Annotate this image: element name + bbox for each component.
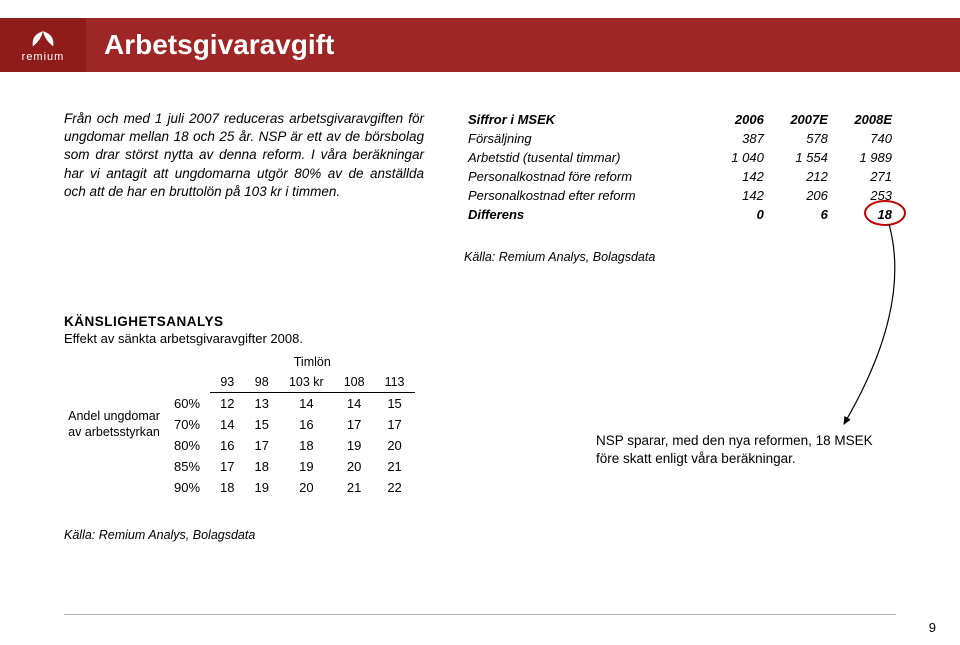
r0-c2: 740	[832, 129, 896, 148]
s10: 14	[210, 414, 244, 435]
table-row: Försäljning 387 578 740	[464, 129, 896, 148]
r0-c1: 578	[768, 129, 832, 148]
r0-c0: 387	[711, 129, 768, 148]
r2-c1: 212	[768, 167, 832, 186]
s43: 21	[334, 477, 375, 498]
r2-c2: 271	[832, 167, 896, 186]
ch-0: 93	[210, 372, 244, 393]
s40: 18	[210, 477, 244, 498]
s42: 20	[279, 477, 334, 498]
note-callout: NSP sparar, med den nya reformen, 18 MSE…	[596, 432, 896, 467]
s01: 13	[245, 393, 279, 415]
rh-3: 85%	[164, 456, 210, 477]
rh-1: 70%	[164, 414, 210, 435]
hdr-0: Siffror i MSEK	[464, 110, 711, 129]
r1-c1: 1 554	[768, 148, 832, 167]
col-super-header: Timlön	[210, 352, 414, 372]
r3-c1: 206	[768, 186, 832, 205]
s02: 14	[279, 393, 334, 415]
diff-c2: 18	[832, 205, 896, 224]
brand-logo: remium	[0, 18, 86, 72]
hdr-2: 2007E	[768, 110, 832, 129]
ch-4: 113	[375, 372, 415, 393]
s21: 17	[245, 435, 279, 456]
table-row: Personalkostnad före reform 142 212 271	[464, 167, 896, 186]
s03: 14	[334, 393, 375, 415]
diff-row: Differens 0 6 18	[464, 205, 896, 224]
s04: 15	[375, 393, 415, 415]
table-row: Arbetstid (tusental timmar) 1 040 1 554 …	[464, 148, 896, 167]
sens-row: 90% 18 19 20 21 22	[164, 477, 415, 498]
s41: 19	[245, 477, 279, 498]
sensitivity-title: KÄNSLIGHETSANALYS	[64, 314, 896, 329]
s20: 16	[210, 435, 244, 456]
col-super-header-row: Timlön	[164, 352, 415, 372]
r3-label: Personalkostnad efter reform	[464, 186, 711, 205]
diff-c1: 6	[768, 205, 832, 224]
s34: 21	[375, 456, 415, 477]
sensitivity-table: Timlön 93 98 103 kr 108 113 60% 12 13 14…	[164, 352, 415, 498]
rh-2: 80%	[164, 435, 210, 456]
s11: 15	[245, 414, 279, 435]
leaf-icon	[26, 27, 60, 49]
diff-c0: 0	[711, 205, 768, 224]
source-note-2: Källa: Remium Analys, Bolagsdata	[64, 528, 896, 542]
r3-c0: 142	[711, 186, 768, 205]
highlight-circle-icon	[864, 200, 906, 226]
ch-1: 98	[245, 372, 279, 393]
hdr-3: 2008E	[832, 110, 896, 129]
intro-paragraph: Från och med 1 juli 2007 reduceras arbet…	[64, 110, 424, 264]
s14: 17	[375, 414, 415, 435]
col-header-row: 93 98 103 kr 108 113	[164, 372, 415, 393]
table-header-row: Siffror i MSEK 2006 2007E 2008E	[464, 110, 896, 129]
table-row: Personalkostnad efter reform 142 206 253	[464, 186, 896, 205]
sens-row: 85% 17 18 19 20 21	[164, 456, 415, 477]
row-super-header: Andel ungdomar av arbetsstyrkan	[64, 352, 164, 441]
rh-0: 60%	[164, 393, 210, 415]
s44: 22	[375, 477, 415, 498]
rh-4: 90%	[164, 477, 210, 498]
sens-row: 70% 14 15 16 17 17	[164, 414, 415, 435]
ch-3: 108	[334, 372, 375, 393]
sens-row: 60% 12 13 14 14 15	[164, 393, 415, 415]
body: Från och med 1 juli 2007 reduceras arbet…	[64, 110, 896, 542]
s24: 20	[375, 435, 415, 456]
header-band: remium Arbetsgivaravgift	[0, 18, 960, 72]
s32: 19	[279, 456, 334, 477]
s13: 17	[334, 414, 375, 435]
page-number: 9	[929, 620, 936, 635]
s12: 16	[279, 414, 334, 435]
s31: 18	[245, 456, 279, 477]
s33: 20	[334, 456, 375, 477]
r2-c0: 142	[711, 167, 768, 186]
r0-label: Försäljning	[464, 129, 711, 148]
brand-name: remium	[22, 51, 65, 63]
r1-c0: 1 040	[711, 148, 768, 167]
page-title: Arbetsgivaravgift	[86, 18, 960, 72]
r2-label: Personalkostnad före reform	[464, 167, 711, 186]
footer-divider	[64, 614, 896, 615]
s23: 19	[334, 435, 375, 456]
hdr-1: 2006	[711, 110, 768, 129]
diff-label: Differens	[464, 205, 711, 224]
s00: 12	[210, 393, 244, 415]
r1-c2: 1 989	[832, 148, 896, 167]
financials-table: Siffror i MSEK 2006 2007E 2008E Försäljn…	[464, 110, 896, 224]
s30: 17	[210, 456, 244, 477]
sens-row: 80% 16 17 18 19 20	[164, 435, 415, 456]
main-table-wrap: Siffror i MSEK 2006 2007E 2008E Försäljn…	[464, 110, 896, 264]
s22: 18	[279, 435, 334, 456]
ch-2: 103 kr	[279, 372, 334, 393]
sensitivity-subtitle: Effekt av sänkta arbetsgivaravgifter 200…	[64, 331, 896, 346]
sensitivity-block: KÄNSLIGHETSANALYS Effekt av sänkta arbet…	[64, 314, 896, 542]
r1-label: Arbetstid (tusental timmar)	[464, 148, 711, 167]
source-note-1: Källa: Remium Analys, Bolagsdata	[464, 250, 896, 264]
